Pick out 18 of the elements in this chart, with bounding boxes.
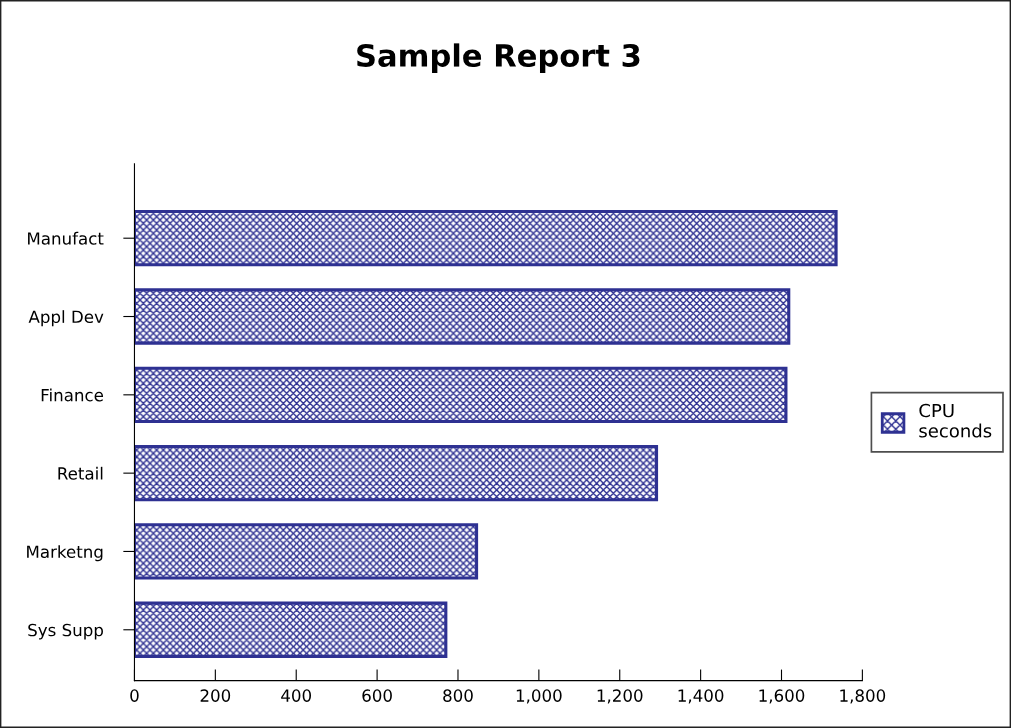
y-tick-label: Marketng xyxy=(27,545,103,562)
x-tick-label: 200 xyxy=(200,689,231,702)
x-tick-label: 0 xyxy=(130,689,139,702)
x-tick-label: 600 xyxy=(362,689,392,702)
y-tick-label: Sys Supp xyxy=(28,623,103,640)
y-tick-label: Manufact xyxy=(28,231,104,245)
x-tick-label: 800 xyxy=(443,689,473,702)
x-tick-label: 1,000 xyxy=(516,689,562,704)
text: CPU seconds xyxy=(919,403,992,438)
y-tick-label: Retail xyxy=(58,466,103,480)
x-tick-label: 1,200 xyxy=(597,689,643,704)
x-tick-label: 1,400 xyxy=(678,689,724,704)
x-tick-label: 1,600 xyxy=(759,689,805,704)
chart-title: Sample Report 3 xyxy=(357,43,640,73)
x-tick-label: 400 xyxy=(281,689,312,702)
y-tick-label: Appl Dev xyxy=(28,310,104,327)
x-tick-label: 1,800 xyxy=(840,689,886,704)
y-tick-label: Finance xyxy=(41,388,104,402)
